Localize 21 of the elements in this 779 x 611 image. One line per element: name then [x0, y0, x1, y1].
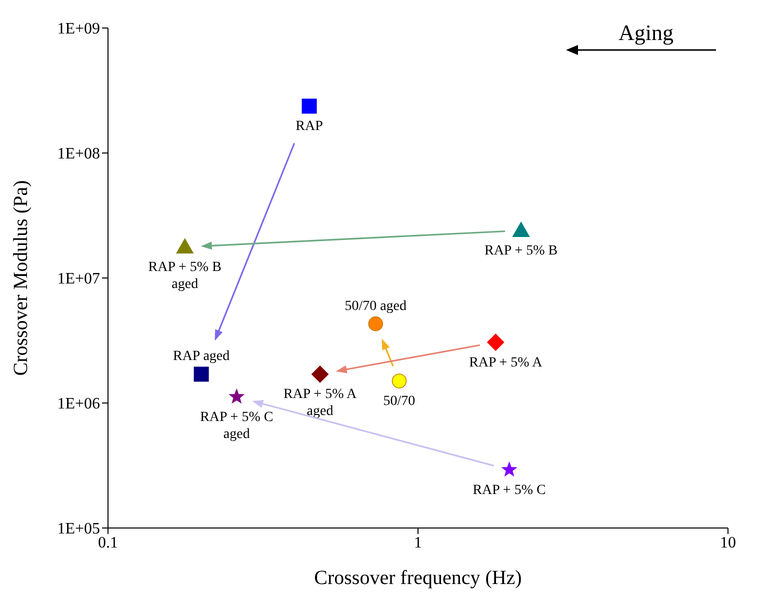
x-tick-label: 0.1 — [98, 534, 118, 552]
y-tick-label: 1E+08 — [57, 146, 100, 163]
series-label: RAP — [296, 119, 324, 134]
series-label: RAP + 5% B — [484, 243, 558, 258]
series-label: RAP + 5% A — [469, 355, 544, 370]
x-tick-label: 10 — [720, 534, 736, 552]
y-tick-label: 1E+06 — [57, 396, 100, 413]
annotation: Aging — [618, 20, 674, 45]
series-label: RAP aged — [172, 349, 230, 364]
series-label: RAP + 5% A aged — [283, 387, 358, 420]
series-label: RAP + 5% B aged — [148, 260, 222, 292]
y-tick-label: 1E+09 — [57, 20, 100, 38]
x-axis-title: Crossover frequency (Hz) — [314, 567, 522, 589]
y-tick-label: 1E+05 — [57, 520, 100, 538]
x-tick-label: 1 — [414, 534, 422, 552]
series-label: 50/70 aged — [344, 298, 407, 314]
y-axis-title: Crossover Modulus (Pa) — [10, 180, 32, 376]
y-tick-label: 1E+07 — [57, 270, 100, 288]
series-label: RAP + 5% C — [472, 482, 546, 498]
series-label: RAP + 5% C aged — [200, 410, 274, 442]
series-label: 50/70 — [383, 394, 416, 409]
